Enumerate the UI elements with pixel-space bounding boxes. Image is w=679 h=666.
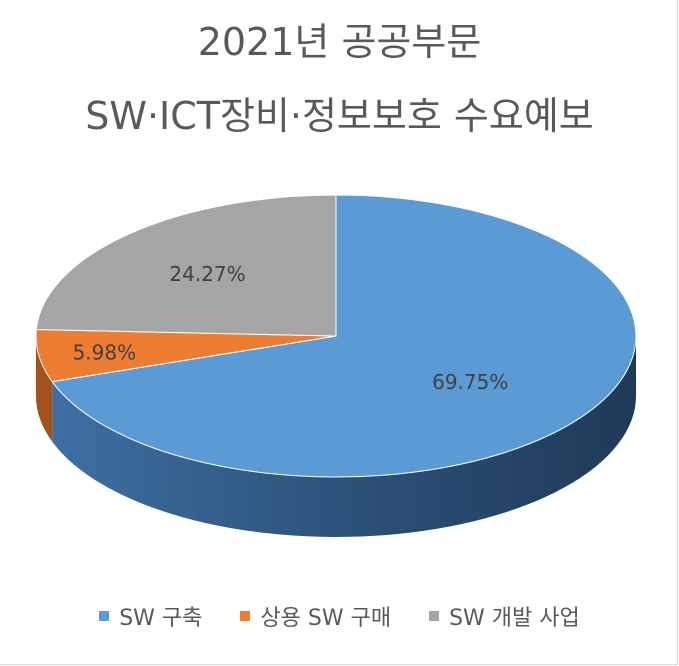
legend-item-commercial-sw: 상용 SW 구매 bbox=[240, 600, 391, 632]
legend-swatch bbox=[99, 611, 110, 621]
legend-swatch bbox=[240, 611, 251, 621]
legend-label: 상용 SW 구매 bbox=[260, 606, 392, 631]
pie-slice-sw-build-side bbox=[52, 336, 637, 537]
data-label-commercial-sw: 5.98% bbox=[73, 341, 137, 365]
pie-chart: 69.75% 5.98% 24.27% bbox=[35, 194, 637, 537]
chart-title-line-2: SW·ICT장비·정보보호 수요예보 bbox=[85, 94, 594, 138]
legend-item-sw-development: SW 개발 사업 bbox=[429, 600, 580, 632]
legend-item-sw-build: SW 구축 bbox=[99, 600, 202, 632]
data-label-sw-build: 69.75% bbox=[432, 370, 508, 394]
legend-label: SW 구축 bbox=[119, 606, 203, 631]
chart-legend: SW 구축 상용 SW 구매 SW 개발 사업 bbox=[0, 600, 679, 632]
legend-label: SW 개발 사업 bbox=[449, 606, 580, 631]
pie-slice-sw-build bbox=[51, 194, 637, 478]
pie-slice-sw-development bbox=[35, 194, 337, 337]
pie-slice-commercial-sw-side bbox=[36, 336, 53, 442]
data-label-sw-development: 24.27% bbox=[169, 262, 245, 286]
chart-title-line-1: 2021년 공공부문 bbox=[197, 20, 482, 64]
legend-swatch bbox=[429, 611, 440, 621]
